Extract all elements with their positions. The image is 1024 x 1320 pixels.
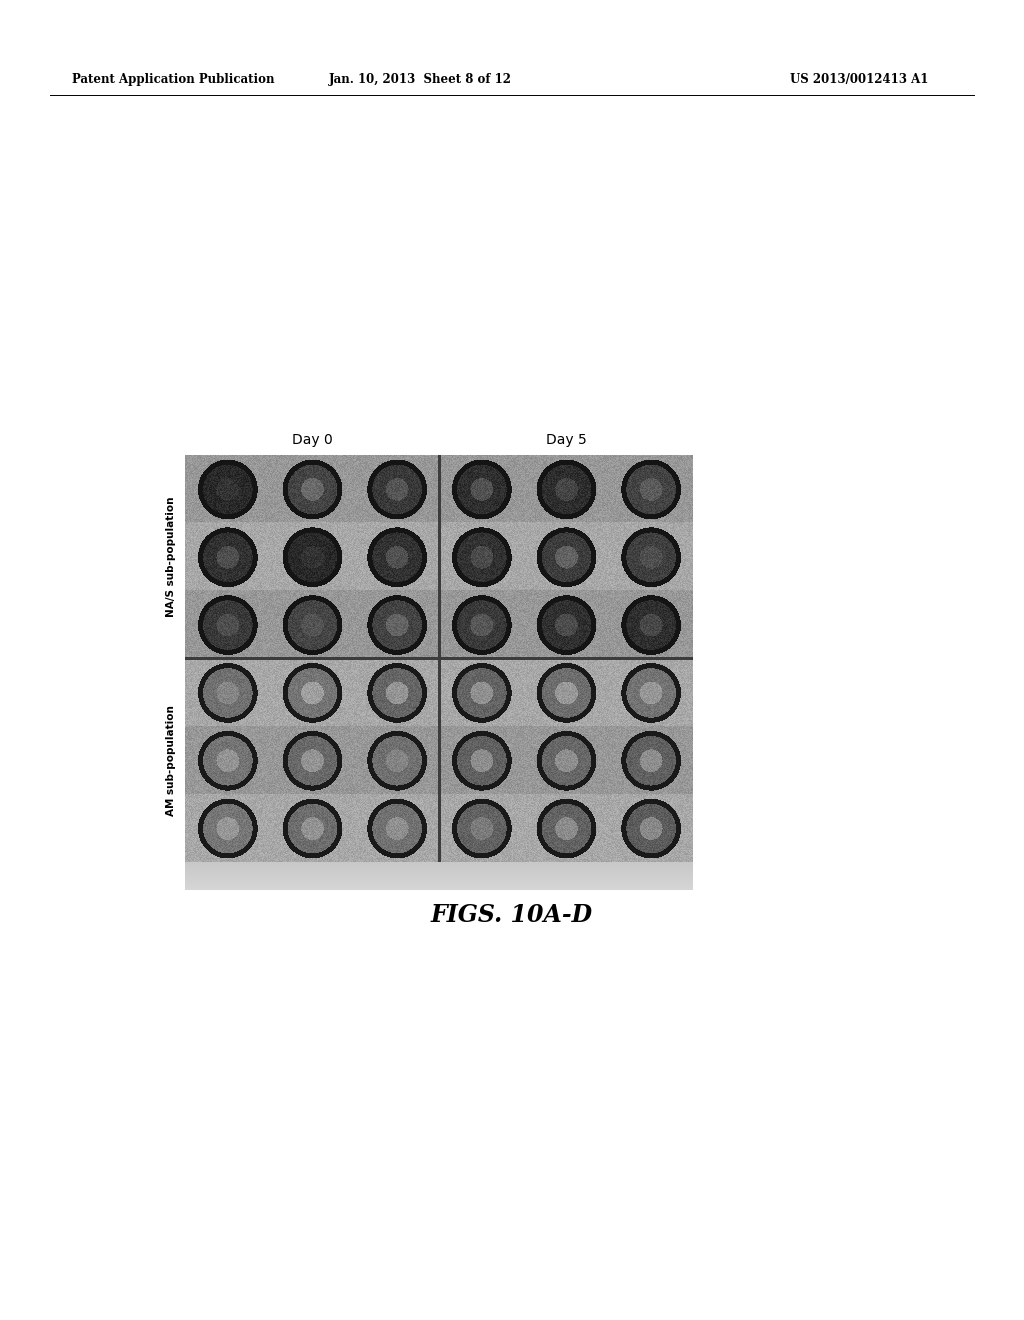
Text: US 2013/0012413 A1: US 2013/0012413 A1	[790, 74, 929, 87]
Text: Patent Application Publication: Patent Application Publication	[72, 74, 274, 87]
Text: Day 0: Day 0	[292, 433, 333, 447]
Text: POSITIVE CULTURE——→NEGATIVE CULTURE: POSITIVE CULTURE——→NEGATIVE CULTURE	[313, 871, 565, 880]
Text: Day 5: Day 5	[546, 433, 587, 447]
Text: FIGS. 10A-D: FIGS. 10A-D	[431, 903, 593, 927]
Text: AM sub-population: AM sub-population	[166, 705, 176, 816]
Text: Jan. 10, 2013  Sheet 8 of 12: Jan. 10, 2013 Sheet 8 of 12	[329, 74, 512, 87]
Text: NA/S sub-population: NA/S sub-population	[166, 496, 176, 616]
